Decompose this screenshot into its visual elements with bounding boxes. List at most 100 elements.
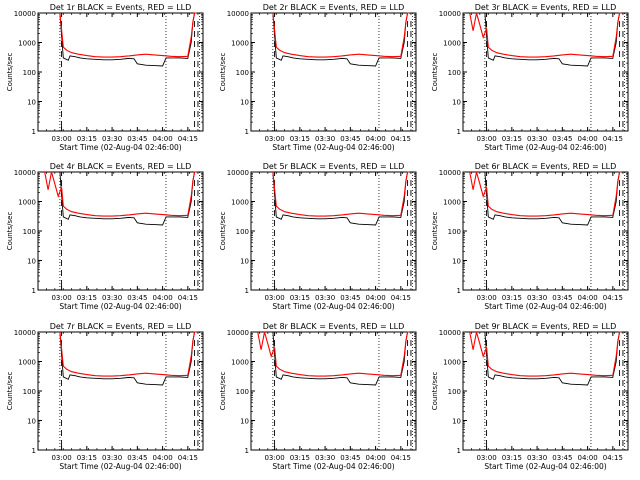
x-tick-label: 04:15 — [391, 135, 411, 143]
x-tick-label: 03:45 — [127, 135, 147, 143]
x-tick-label: 03:30 — [102, 294, 122, 302]
x-tick-label: 03:30 — [102, 135, 122, 143]
x-tick-label: 03:45 — [340, 454, 360, 462]
x-tick-label: 03:30 — [527, 454, 547, 462]
chart-panel-6: Det 6r BLACK = Events, RED = LLD 1 10 100 10… — [431, 162, 629, 311]
x-tick-label: 03:30 — [315, 135, 335, 143]
chart-title: Det 6r BLACK = Events, RED = LLD — [475, 162, 617, 171]
x-tick-label: 03:45 — [127, 294, 147, 302]
y-tick-label: 10000 — [439, 169, 461, 177]
chart-panel-9: Det 9r BLACK = Events, RED = LLD 1 10 100 10… — [431, 322, 629, 471]
y-tick-label: 100 — [236, 228, 249, 236]
chart-title: Det 2r BLACK = Events, RED = LLD — [263, 3, 405, 12]
x-tick-label: 04:15 — [603, 454, 623, 462]
x-tick-label: 03:15 — [77, 454, 97, 462]
x-tick-label: 03:15 — [502, 454, 522, 462]
x-tick-label: 03:15 — [290, 454, 310, 462]
lld-series-line — [257, 331, 410, 377]
plot-frame — [250, 171, 417, 291]
lld-series-line — [469, 12, 622, 58]
x-tick-label: 03:00 — [264, 135, 284, 143]
lld-series-line — [44, 171, 197, 217]
events-series-line — [59, 171, 197, 226]
x-tick-label: 04:15 — [391, 454, 411, 462]
x-axis-label: Start Time (02-Aug-04 02:46:00) — [272, 143, 394, 152]
y-tick-label: 10000 — [227, 169, 249, 177]
y-axis-label: Counts/sec — [219, 53, 227, 92]
y-tick-label: 100 — [236, 388, 249, 396]
x-axis-label: Start Time (02-Aug-04 02:46:00) — [484, 462, 606, 471]
y-tick-label: 10000 — [439, 10, 461, 18]
y-tick-label: 100 — [23, 228, 36, 236]
y-tick-label: 100 — [448, 388, 461, 396]
x-tick-label: 03:30 — [315, 454, 335, 462]
y-axis-label: Counts/sec — [219, 372, 227, 411]
chart-panel-3: Det 3r BLACK = Events, RED = LLD 1 10 100 10… — [431, 3, 629, 152]
y-tick-label: 10000 — [227, 10, 249, 18]
y-tick-label: 10000 — [14, 329, 36, 337]
x-tick-label: 03:00 — [476, 454, 496, 462]
y-tick-label: 10 — [240, 258, 249, 266]
x-tick-label: 03:00 — [476, 135, 496, 143]
lld-series-line — [272, 12, 410, 58]
chart-title: Det 1r BLACK = Events, RED = LLD — [50, 3, 192, 12]
y-tick-label: 100 — [236, 69, 249, 77]
y-tick-label: 1000 — [231, 40, 249, 48]
y-tick-label: 1000 — [18, 359, 36, 367]
x-tick-label: 03:45 — [552, 135, 572, 143]
x-tick-label: 03:15 — [290, 135, 310, 143]
y-tick-label: 10 — [452, 99, 461, 107]
y-axis-label: Counts/sec — [431, 372, 439, 411]
y-tick-label: 1 — [457, 128, 461, 136]
y-tick-label: 1 — [32, 128, 36, 136]
y-axis-label: Counts/sec — [6, 372, 14, 411]
y-tick-label: 1000 — [18, 199, 36, 207]
y-tick-label: 10 — [240, 99, 249, 107]
lld-series-line — [59, 331, 197, 377]
x-tick-label: 04:00 — [152, 294, 172, 302]
y-axis-label: Counts/sec — [431, 53, 439, 92]
y-axis-label: Counts/sec — [6, 53, 14, 92]
y-tick-label: 1 — [32, 287, 36, 295]
y-tick-label: 1000 — [443, 359, 461, 367]
y-tick-label: 10000 — [227, 329, 249, 337]
y-tick-label: 1000 — [18, 40, 36, 48]
x-tick-label: 03:30 — [315, 294, 335, 302]
x-tick-label: 04:00 — [577, 294, 597, 302]
x-tick-label: 03:45 — [340, 294, 360, 302]
y-axis-label: Counts/sec — [6, 212, 14, 251]
plot-frame — [462, 331, 629, 451]
plot-frame — [37, 171, 204, 291]
events-series-line — [484, 331, 622, 386]
chart-panel-4: Det 4r BLACK = Events, RED = LLD 1 10 100 10… — [6, 162, 204, 311]
y-tick-label: 100 — [448, 228, 461, 236]
x-tick-label: 03:00 — [264, 454, 284, 462]
y-tick-label: 1000 — [231, 199, 249, 207]
x-tick-label: 03:30 — [527, 135, 547, 143]
x-axis-label: Start Time (02-Aug-04 02:46:00) — [59, 462, 181, 471]
lld-series-line — [59, 12, 197, 58]
x-tick-label: 04:00 — [365, 454, 385, 462]
y-tick-label: 10000 — [14, 10, 36, 18]
x-axis-label: Start Time (02-Aug-04 02:46:00) — [484, 143, 606, 152]
x-tick-label: 04:15 — [603, 135, 623, 143]
y-tick-label: 10 — [240, 418, 249, 426]
chart-panel-1: Det 1r BLACK = Events, RED = LLD 1 10 100 10… — [6, 3, 204, 152]
y-tick-label: 1 — [457, 287, 461, 295]
y-tick-label: 10000 — [439, 329, 461, 337]
y-tick-label: 1 — [457, 447, 461, 455]
x-tick-label: 04:00 — [365, 135, 385, 143]
y-tick-label: 1000 — [443, 40, 461, 48]
lld-series-line — [469, 331, 622, 377]
events-series-line — [59, 12, 197, 67]
x-tick-label: 04:15 — [603, 294, 623, 302]
x-tick-label: 04:00 — [152, 135, 172, 143]
x-tick-label: 03:00 — [51, 454, 71, 462]
x-tick-label: 03:00 — [476, 294, 496, 302]
y-axis-label: Counts/sec — [431, 212, 439, 251]
y-tick-label: 10 — [27, 258, 36, 266]
plot-frame — [250, 12, 417, 132]
x-tick-label: 03:45 — [340, 135, 360, 143]
chart-title: Det 8r BLACK = Events, RED = LLD — [263, 322, 405, 331]
